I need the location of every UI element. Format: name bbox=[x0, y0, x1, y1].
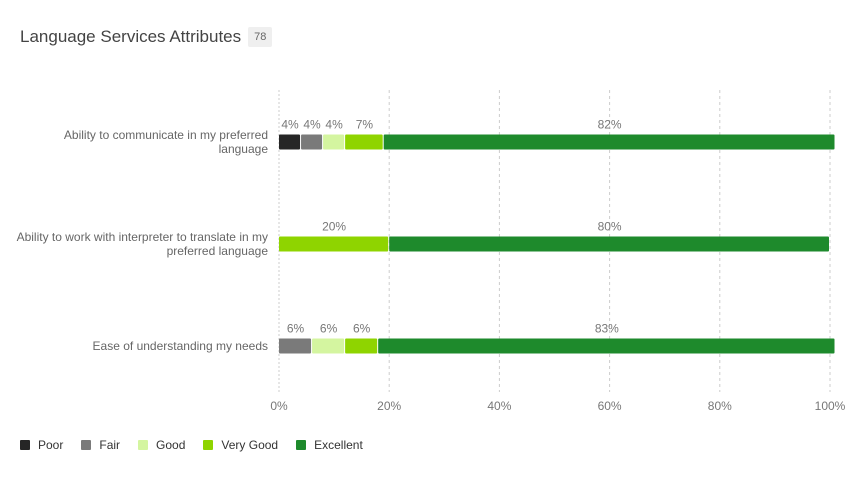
chart-legend: Poor Fair Good Very Good Excellent bbox=[20, 438, 381, 452]
legend-label: Very Good bbox=[221, 438, 279, 452]
data-label: 4% bbox=[281, 118, 299, 132]
legend-item[interactable]: Good bbox=[138, 438, 185, 452]
bar-segment bbox=[345, 134, 383, 150]
x-tick-label: 100% bbox=[815, 399, 846, 413]
category-label: Ability to communicate in my preferred bbox=[64, 128, 268, 142]
category-label: Ability to work with interpreter to tran… bbox=[17, 230, 268, 244]
bar-segment bbox=[301, 134, 323, 150]
x-tick-label: 40% bbox=[487, 399, 511, 413]
bar-segment bbox=[279, 338, 312, 354]
chart-header: Language Services Attributes 78 bbox=[20, 27, 273, 47]
legend-swatch bbox=[20, 440, 30, 450]
x-tick-label: 80% bbox=[708, 399, 732, 413]
chart-title: Language Services Attributes bbox=[20, 27, 242, 46]
bar-segment bbox=[389, 236, 829, 252]
data-label: 6% bbox=[287, 322, 305, 336]
category-label: language bbox=[219, 142, 269, 156]
legend-label: Excellent bbox=[314, 438, 363, 452]
legend-label: Good bbox=[156, 438, 186, 452]
legend-item[interactable]: Fair bbox=[81, 438, 120, 452]
legend-item[interactable]: Poor bbox=[20, 438, 63, 452]
x-tick-label: 20% bbox=[377, 399, 401, 413]
data-label: 4% bbox=[325, 118, 343, 132]
stacked-bar-chart: 0% 20% 40% 60% 80% 100% Ability to communicate… bbox=[17, 90, 846, 413]
legend-swatch bbox=[296, 440, 307, 450]
x-tick-label: 0% bbox=[270, 399, 288, 413]
x-tick-label: 60% bbox=[598, 399, 622, 413]
legend-swatch bbox=[203, 440, 214, 450]
data-label: 4% bbox=[303, 118, 321, 132]
legend-swatch bbox=[138, 440, 149, 450]
category-label: preferred language bbox=[167, 244, 269, 258]
data-label: 6% bbox=[353, 322, 371, 336]
bar-segment bbox=[279, 134, 301, 150]
response-count-badge: 78 bbox=[248, 27, 273, 47]
legend-label: Fair bbox=[99, 438, 121, 452]
legend-item[interactable]: Very Good bbox=[203, 438, 278, 452]
data-label: 20% bbox=[322, 220, 346, 234]
bar-segment bbox=[345, 338, 378, 354]
bar-segment bbox=[378, 338, 835, 354]
data-label: 7% bbox=[356, 118, 374, 132]
bar-segment bbox=[312, 338, 345, 354]
data-label: 82% bbox=[598, 118, 622, 132]
legend-label: Poor bbox=[38, 438, 64, 452]
bar-segment bbox=[279, 236, 389, 252]
category-label: Ease of understanding my needs bbox=[93, 339, 268, 353]
data-label: 6% bbox=[320, 322, 338, 336]
legend-item[interactable]: Excellent bbox=[296, 438, 363, 452]
bar-segment bbox=[323, 134, 345, 150]
data-label: 83% bbox=[595, 322, 619, 336]
bar-segment bbox=[383, 134, 835, 150]
data-label: 80% bbox=[598, 220, 622, 234]
legend-swatch bbox=[81, 440, 92, 450]
